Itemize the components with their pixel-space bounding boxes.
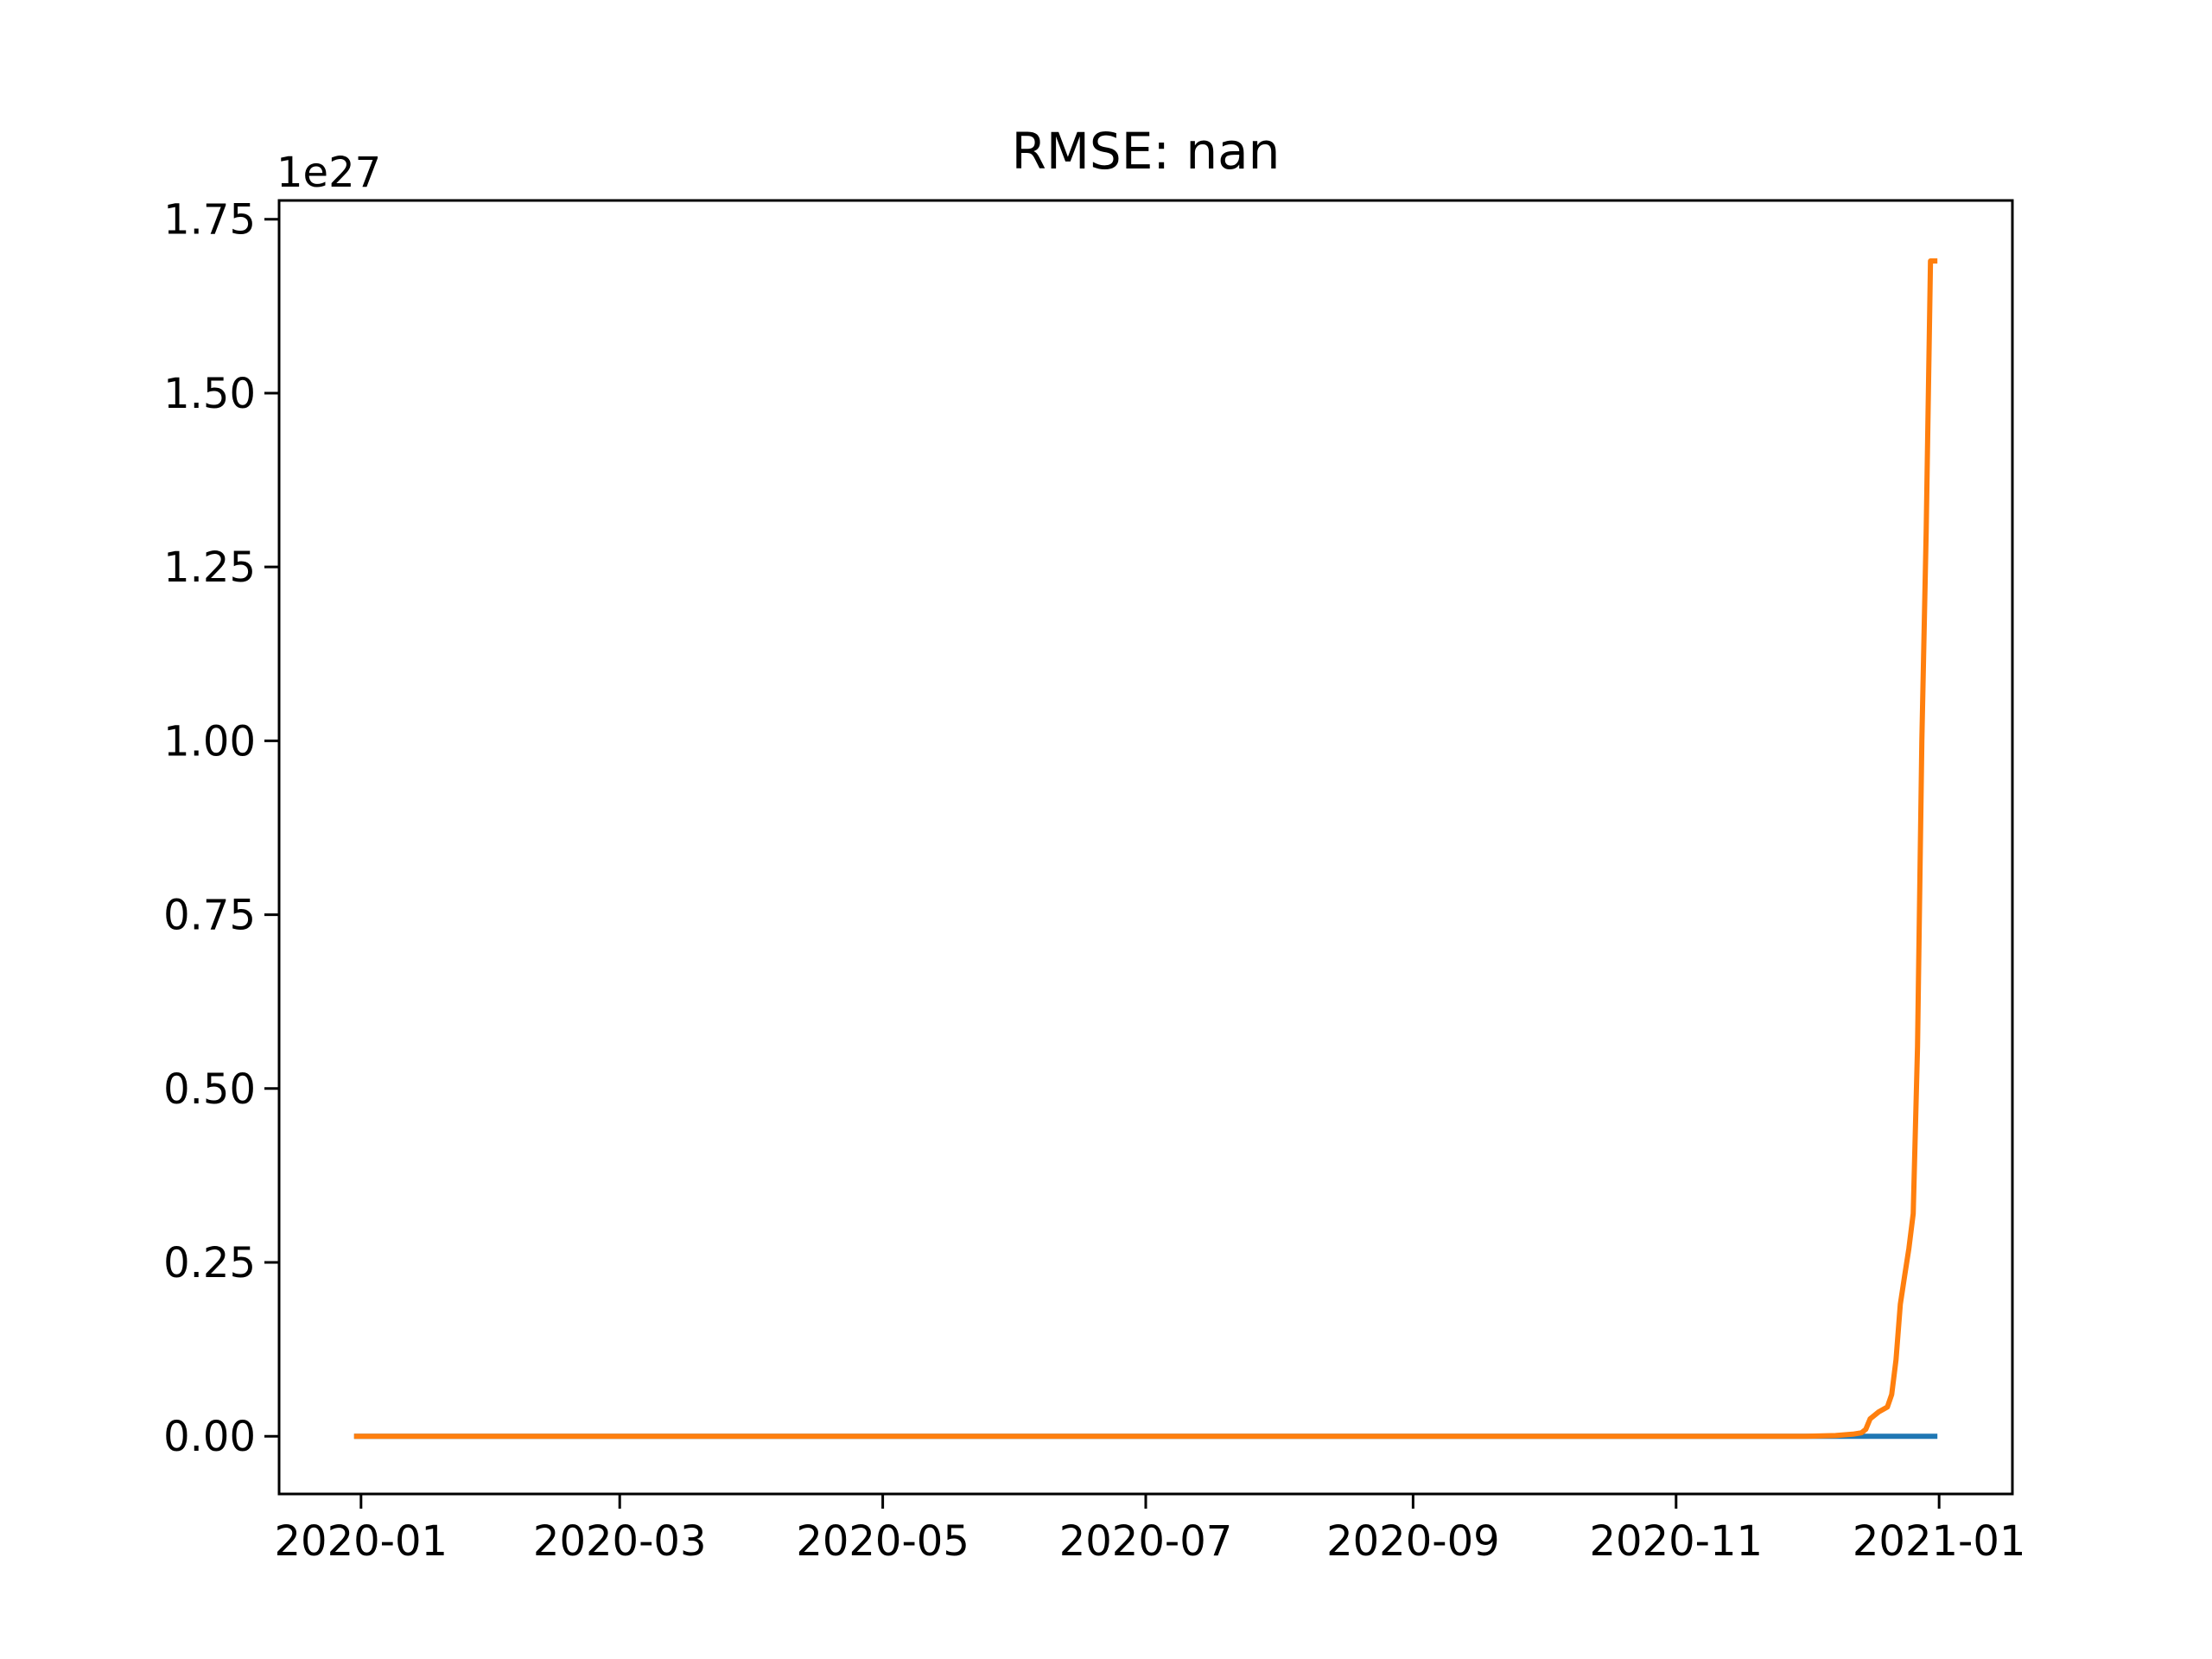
x-tick-label: 2021-01 (1853, 1517, 2026, 1566)
x-tick-label: 2020-11 (1589, 1517, 1763, 1566)
y-tick-label: 1.75 (163, 196, 256, 245)
x-tick-label: 2020-01 (275, 1517, 448, 1566)
y-axis: 0.00 0.25 0.50 0.75 1.00 1.25 1.50 1.75 (163, 196, 279, 1461)
chart-title: RMSE: nan (1012, 122, 1281, 181)
y-tick-label: 0.25 (163, 1239, 256, 1287)
y-tick-label: 1.50 (163, 370, 256, 418)
y-axis-offset-label: 1e27 (276, 149, 381, 197)
series-line-1 (353, 258, 1938, 1440)
y-tick-label: 1.25 (163, 543, 256, 592)
x-tick-label: 2020-09 (1326, 1517, 1500, 1566)
plot-frame (277, 199, 2014, 1496)
y-tick-label: 1.00 (163, 717, 256, 766)
x-tick-label: 2020-05 (796, 1517, 969, 1566)
x-tick-label: 2020-07 (1059, 1517, 1233, 1566)
y-tick-label: 0.75 (163, 892, 256, 940)
y-tick-label: 0.50 (163, 1065, 256, 1114)
plot-lines (353, 258, 1938, 1440)
x-tick-label: 2020-03 (533, 1517, 707, 1566)
x-axis: 2020-01 2020-03 2020-05 2020-07 2020-09 2020-… (275, 1494, 2026, 1566)
y-tick-label: 0.00 (163, 1413, 256, 1461)
